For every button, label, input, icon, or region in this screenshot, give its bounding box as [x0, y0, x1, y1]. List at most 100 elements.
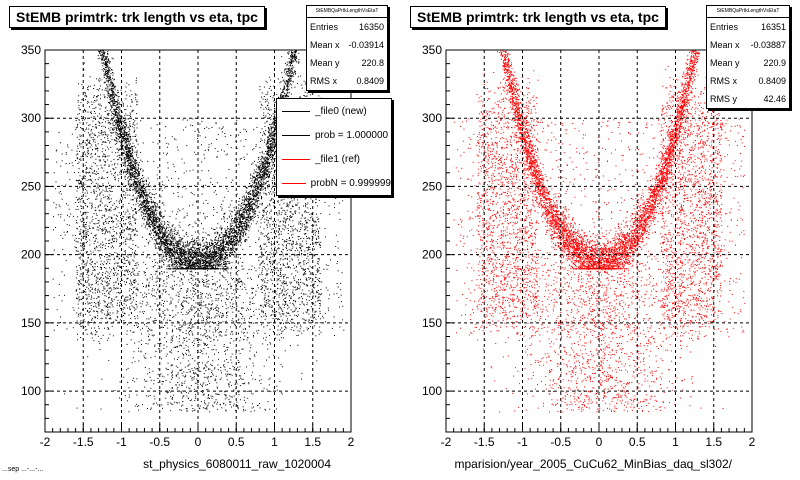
data-point	[161, 256, 163, 258]
data-point	[174, 268, 176, 270]
data-point	[264, 157, 265, 159]
data-point	[171, 258, 173, 260]
data-point	[150, 185, 152, 187]
data-point	[153, 202, 155, 204]
data-point	[236, 236, 238, 238]
data-point	[267, 173, 269, 175]
data-point	[263, 141, 265, 143]
data-point	[240, 206, 242, 208]
data-point	[268, 149, 270, 151]
data-point	[105, 64, 107, 65]
data-point	[121, 153, 123, 155]
data-point	[175, 247, 177, 249]
data-point	[242, 232, 244, 234]
data-point	[141, 196, 143, 198]
data-point	[181, 255, 183, 257]
data-point	[286, 95, 288, 96]
data-point	[267, 137, 269, 139]
data-point	[143, 205, 145, 207]
data-point	[139, 196, 141, 198]
data-point	[141, 201, 143, 203]
data-point	[239, 239, 240, 241]
data-point	[206, 250, 207, 252]
data-point	[176, 251, 178, 253]
data-point	[288, 84, 290, 86]
data-point	[135, 175, 137, 177]
data-point	[210, 239, 212, 241]
data-point	[266, 176, 267, 178]
data-point	[114, 89, 116, 91]
data-point	[190, 268, 192, 270]
data-point	[235, 235, 236, 237]
data-point	[284, 69, 286, 71]
data-point	[108, 62, 110, 64]
data-point	[248, 210, 250, 212]
data-point	[291, 59, 293, 61]
data-point	[147, 206, 149, 207]
data-point	[289, 68, 291, 70]
data-point	[191, 251, 193, 253]
data-point	[138, 187, 140, 189]
data-point	[126, 146, 128, 148]
data-point	[271, 132, 273, 134]
data-point	[223, 257, 225, 259]
data-point	[270, 152, 272, 154]
data-point	[222, 240, 224, 242]
data-point	[173, 231, 175, 233]
data-point	[265, 169, 266, 171]
data-point	[177, 243, 179, 245]
data-point	[173, 254, 174, 256]
data-point	[111, 118, 113, 120]
data-point	[232, 244, 234, 246]
data-point	[234, 244, 236, 246]
data-point	[171, 268, 173, 270]
data-point	[161, 237, 163, 239]
data-point	[178, 234, 180, 236]
data-point	[142, 189, 144, 191]
data-point	[105, 56, 107, 58]
data-point	[108, 95, 110, 97]
data-point	[119, 117, 121, 119]
data-point	[260, 168, 262, 170]
data-point	[226, 243, 228, 245]
data-point	[268, 164, 270, 165]
data-point	[143, 193, 145, 195]
data-point	[226, 246, 228, 248]
data-point	[142, 213, 144, 215]
data-point	[119, 133, 121, 135]
data-point	[272, 136, 274, 138]
data-point	[221, 265, 223, 267]
data-point	[191, 257, 193, 259]
data-point	[152, 211, 154, 213]
data-point	[206, 266, 208, 268]
data-point	[221, 247, 223, 249]
data-point	[230, 250, 232, 252]
data-point	[249, 208, 250, 210]
data-point	[107, 53, 109, 55]
data-point	[146, 196, 148, 198]
data-point	[179, 262, 181, 264]
data-point	[125, 155, 127, 157]
data-point	[148, 223, 150, 225]
data-point	[247, 199, 249, 201]
data-point	[240, 216, 242, 217]
data-point	[207, 261, 209, 262]
data-point	[216, 240, 218, 242]
data-point	[107, 67, 109, 69]
data-point	[208, 242, 210, 244]
data-point	[103, 62, 104, 64]
data-point	[264, 187, 266, 189]
data-point	[195, 241, 197, 243]
data-point	[199, 255, 201, 257]
data-point	[256, 183, 258, 185]
data-point	[219, 261, 221, 263]
data-point	[188, 256, 190, 258]
data-point	[117, 107, 119, 109]
data-point	[153, 219, 155, 221]
data-point	[198, 265, 200, 267]
data-point	[135, 181, 136, 183]
data-point	[266, 141, 268, 143]
data-point	[124, 169, 125, 171]
data-point	[160, 239, 162, 240]
data-point	[220, 256, 221, 258]
